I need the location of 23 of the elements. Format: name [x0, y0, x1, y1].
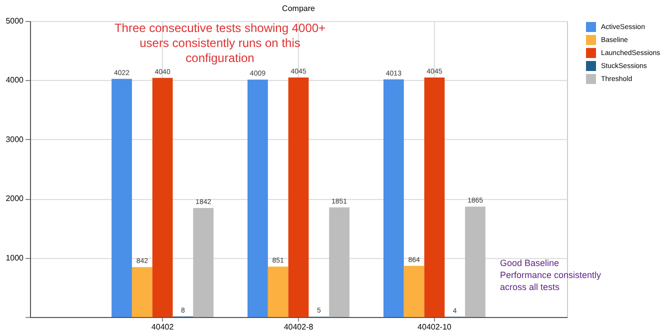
- y-tick-label: 1000: [6, 253, 24, 262]
- bar: [152, 78, 173, 317]
- bar: [465, 206, 486, 317]
- bar: [288, 78, 309, 317]
- bar: [248, 80, 268, 317]
- x-tick-label: 40402: [151, 322, 174, 332]
- bar: [193, 208, 214, 317]
- bar: [112, 78, 132, 317]
- y-tick-label: 4000: [6, 76, 24, 85]
- bar: [132, 267, 152, 317]
- y-tick-label: 5000: [6, 16, 24, 26]
- chart-title: Compare: [282, 4, 316, 13]
- y-tick-label: 2000: [6, 194, 24, 204]
- x-tick-label: 40402-10: [418, 322, 452, 332]
- bar: [383, 79, 404, 317]
- bar: [404, 266, 424, 317]
- bar: [268, 266, 288, 317]
- bar: [424, 78, 445, 317]
- x-tick-label: 40402-8: [284, 322, 314, 332]
- annotation: Good Baseline Performance consistently across all tests: [500, 258, 602, 292]
- y-tick-label: 3000: [6, 134, 24, 144]
- bar: [329, 207, 350, 317]
- annotation: Three consecutive tests showing 4000+ users consistently runs on this configuration: [114, 21, 326, 65]
